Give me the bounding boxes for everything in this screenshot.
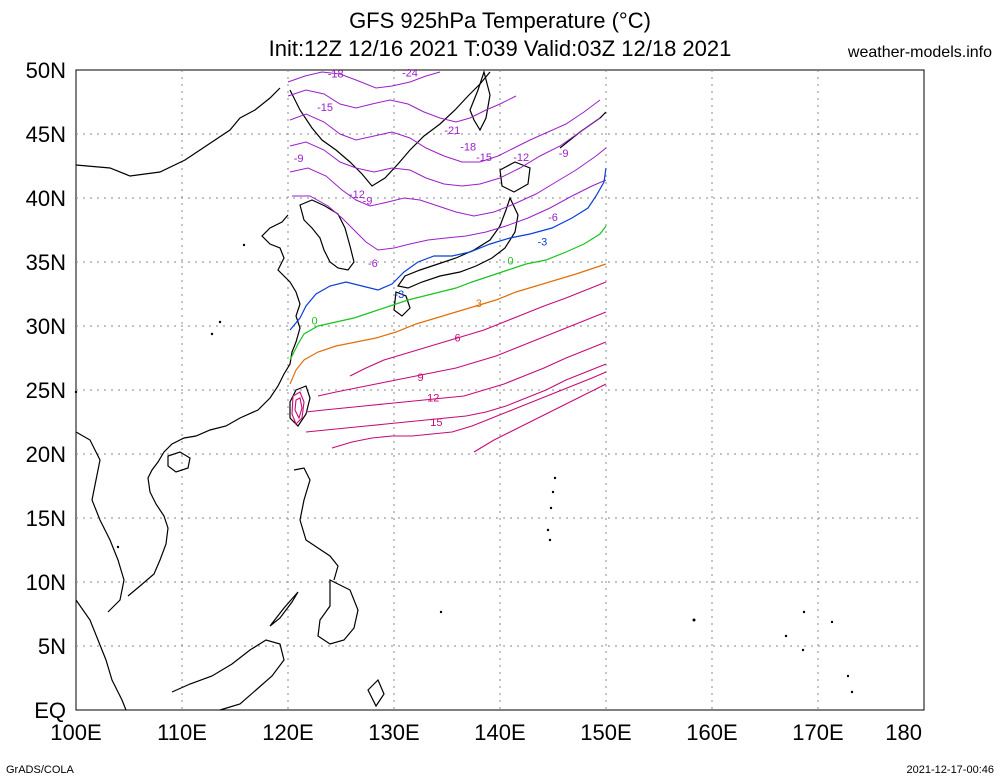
contour-label: -3 — [538, 236, 548, 248]
contour-label: 9 — [417, 372, 423, 384]
footer-timestamp: 2021-12-17-00:46 — [906, 764, 994, 776]
lat-axis: 50N 45N 40N 35N 30N 25N 20N 15N 10N 5N E… — [26, 58, 66, 723]
contour-label: -12 — [513, 152, 529, 164]
lat-tick-label: 5N — [38, 634, 66, 659]
lat-tick-label: 40N — [26, 186, 66, 211]
contour-label: -12 — [349, 189, 365, 201]
lon-tick-label: 130E — [368, 720, 419, 745]
contour-label: 0 — [311, 316, 317, 328]
contours-warm — [291, 281, 607, 453]
contour-label: 15 — [430, 417, 442, 429]
brand-label: weather-models.info — [847, 44, 992, 61]
lat-tick-label: 45N — [26, 122, 66, 147]
footer-credit: GrADS/COLA — [6, 764, 74, 776]
contour-label: -15 — [317, 102, 333, 114]
lon-tick-label: 100E — [50, 720, 101, 745]
contour-label: -3 — [394, 289, 404, 301]
chart-title: GFS 925hPa Temperature (°C) — [349, 8, 651, 33]
lon-tick-label: 170E — [792, 720, 843, 745]
contour-minus3 — [289, 167, 607, 331]
contour-zero — [289, 225, 607, 361]
lat-tick-label: 10N — [26, 570, 66, 595]
lon-tick-label: 140E — [474, 720, 525, 745]
coastlines — [75, 69, 607, 711]
contour-label: -6 — [368, 258, 378, 270]
lon-tick-label: 150E — [580, 720, 631, 745]
contour-label: 0 — [508, 256, 514, 268]
contour-label: 12 — [427, 393, 439, 405]
lat-tick-label: 25N — [26, 378, 66, 403]
lat-tick-label: 20N — [26, 442, 66, 467]
contour-plus3 — [289, 263, 607, 385]
contour-label: 3 — [476, 298, 482, 310]
lon-tick-label: 160E — [686, 720, 737, 745]
contour-labels: -24-18-15-21-18-15 -12 -9-9-12-9-6-6-3-300… — [294, 67, 569, 428]
lat-tick-label: 35N — [26, 250, 66, 275]
lat-tick-label: 50N — [26, 58, 66, 83]
contour-label: -18 — [460, 142, 476, 154]
lon-tick-label: 110E — [157, 720, 207, 745]
contour-label: 6 — [455, 332, 461, 344]
chart-subtitle: Init:12Z 12/16 2021 T:039 Valid:03Z 12/1… — [268, 36, 732, 61]
lon-axis: 100E 110E 120E 130E 140E 150E 160E 170E … — [50, 720, 922, 745]
contour-label: -21 — [444, 125, 460, 137]
contour-label: -24 — [402, 67, 418, 79]
contour-label: -15 — [476, 152, 492, 164]
grid-lines — [76, 70, 924, 710]
contour-label: -9 — [363, 195, 373, 207]
contour-label: -9 — [559, 148, 569, 160]
contours-cold — [287, 71, 607, 251]
lon-tick-label: 180 — [885, 720, 922, 745]
lat-tick-label: 15N — [26, 506, 66, 531]
lat-tick-label: EQ — [34, 698, 66, 723]
contour-label: -9 — [294, 153, 304, 165]
islands — [74, 243, 854, 694]
lat-tick-label: 30N — [26, 314, 66, 339]
lon-tick-label: 120E — [262, 720, 313, 745]
contour-label: -18 — [328, 69, 344, 81]
contour-label: -6 — [548, 212, 558, 224]
